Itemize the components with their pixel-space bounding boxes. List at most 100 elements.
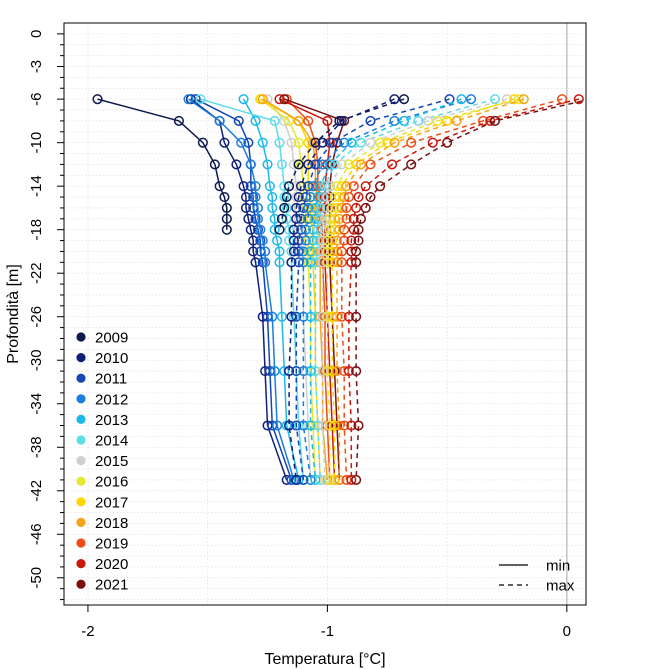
data-point	[291, 420, 302, 431]
data-point	[317, 137, 328, 148]
legend-swatch	[76, 456, 86, 466]
data-point	[221, 224, 232, 235]
data-point	[286, 137, 297, 148]
data-point	[276, 159, 287, 170]
data-point	[267, 192, 278, 203]
data-point	[317, 257, 328, 268]
data-point	[276, 213, 287, 224]
data-point	[269, 213, 280, 224]
series-line	[200, 98, 305, 480]
data-point	[305, 311, 316, 322]
data-point	[310, 366, 321, 377]
legend-label: 2014	[95, 433, 128, 450]
data-point	[293, 257, 304, 268]
data-point	[485, 115, 496, 126]
data-point	[243, 137, 254, 148]
data-point	[214, 115, 225, 126]
data-point	[276, 311, 287, 322]
series-line	[188, 98, 295, 481]
series-line	[321, 98, 508, 480]
legend-swatch	[76, 394, 86, 404]
legend-swatch	[76, 332, 86, 342]
series-line	[331, 98, 515, 480]
data-point	[327, 137, 338, 148]
data-point	[236, 137, 247, 148]
data-point	[291, 366, 302, 377]
data-point	[310, 213, 321, 224]
data-point	[214, 181, 225, 192]
data-point	[274, 224, 285, 235]
data-point	[288, 235, 299, 246]
series-line	[348, 98, 579, 480]
data-point	[310, 159, 321, 170]
legend-swatch	[76, 497, 86, 507]
data-point	[442, 115, 453, 126]
data-point	[322, 115, 333, 126]
x-axis-label: Temperatura [°C]	[264, 651, 385, 668]
series-line	[309, 98, 462, 480]
series-line	[341, 98, 563, 480]
legend-item-2009: 2009	[76, 330, 128, 347]
data-point	[245, 224, 256, 235]
data-point	[343, 366, 354, 377]
data-point	[272, 420, 283, 431]
data-point	[305, 366, 316, 377]
data-point	[257, 235, 268, 246]
data-point	[233, 115, 244, 126]
data-point	[324, 213, 335, 224]
data-point	[219, 192, 230, 203]
data-point	[250, 257, 261, 268]
legend-item-2015: 2015	[76, 453, 128, 470]
data-point	[389, 94, 400, 105]
data-point	[231, 159, 242, 170]
data-point	[351, 366, 362, 377]
legend-label: 2009	[95, 330, 128, 347]
data-point	[243, 213, 254, 224]
series-line	[279, 98, 336, 480]
legend-item-2012: 2012	[76, 391, 128, 408]
data-point	[255, 224, 266, 235]
data-point	[310, 474, 321, 485]
data-point	[343, 311, 354, 322]
data-point	[298, 257, 309, 268]
data-point	[209, 159, 220, 170]
y-tick-label: -34	[28, 393, 45, 415]
series-line	[259, 98, 321, 480]
data-point	[334, 224, 345, 235]
data-point	[240, 192, 252, 203]
data-point	[451, 115, 462, 126]
y-tick-label: 0	[28, 30, 45, 38]
data-point	[360, 181, 371, 192]
data-point	[346, 257, 357, 268]
data-point	[298, 366, 309, 377]
data-point	[245, 159, 256, 170]
data-point	[466, 94, 477, 105]
y-tick-label: -6	[28, 92, 45, 105]
data-point	[284, 115, 295, 126]
data-point	[557, 94, 568, 105]
legend-swatch	[76, 373, 86, 383]
legend-item-2016: 2016	[76, 474, 128, 491]
data-point	[406, 159, 417, 170]
data-point	[327, 235, 338, 246]
data-point	[346, 474, 357, 485]
data-point	[262, 159, 273, 170]
data-point	[317, 192, 328, 203]
series-line	[326, 98, 520, 480]
data-point	[240, 202, 252, 213]
data-point	[221, 213, 232, 224]
data-point	[260, 246, 271, 257]
legend-label: 2013	[95, 412, 128, 429]
data-point	[327, 246, 338, 257]
data-point	[296, 181, 307, 192]
data-point	[257, 94, 268, 105]
data-point	[260, 257, 271, 268]
data-point	[398, 115, 410, 126]
data-point	[334, 213, 345, 224]
data-point	[310, 311, 321, 322]
data-point	[336, 115, 347, 126]
y-tick-label: -3	[28, 60, 45, 73]
y-tick-label: -46	[28, 523, 45, 545]
legend-label: 2020	[95, 556, 128, 573]
data-point	[293, 235, 304, 246]
